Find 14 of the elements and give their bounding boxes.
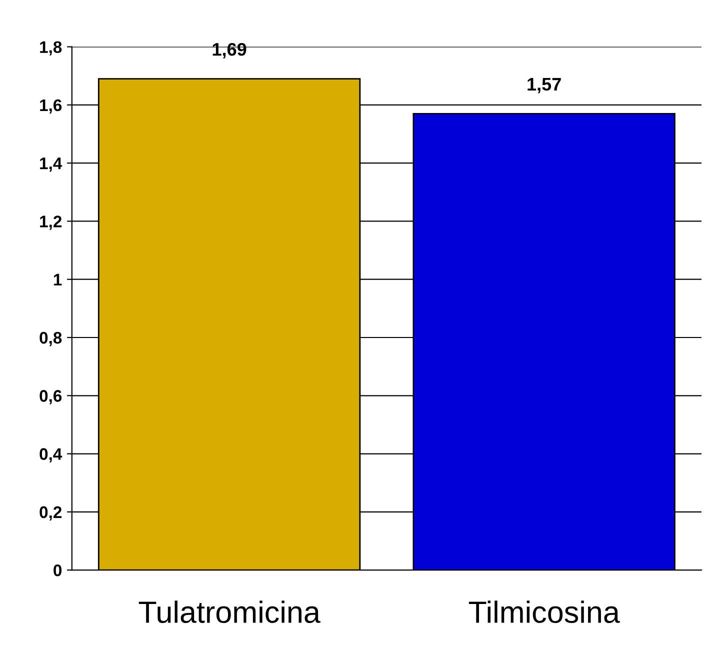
y-tick-label: 1,4 — [40, 158, 62, 172]
y-tick-label: 1,8 — [40, 41, 62, 56]
y-tick-label: 0,2 — [40, 506, 62, 521]
y-tick-label: 1 — [54, 274, 62, 286]
x-tick-label: Tilmicosina — [468, 600, 620, 624]
y-tick-label: 0,4 — [40, 448, 62, 462]
y-tick-label: 0,8 — [40, 332, 62, 346]
y-tick-label: 0,6 — [40, 390, 62, 404]
data-label: 1,69 — [212, 42, 246, 58]
data-label: 1,57 — [528, 78, 561, 94]
y-tick-label: 1,6 — [40, 99, 62, 114]
y-tick-label: 0 — [54, 564, 62, 576]
y-tick-label: 1,2 — [40, 216, 62, 230]
x-tick-label: Tulatromicina — [138, 600, 320, 624]
